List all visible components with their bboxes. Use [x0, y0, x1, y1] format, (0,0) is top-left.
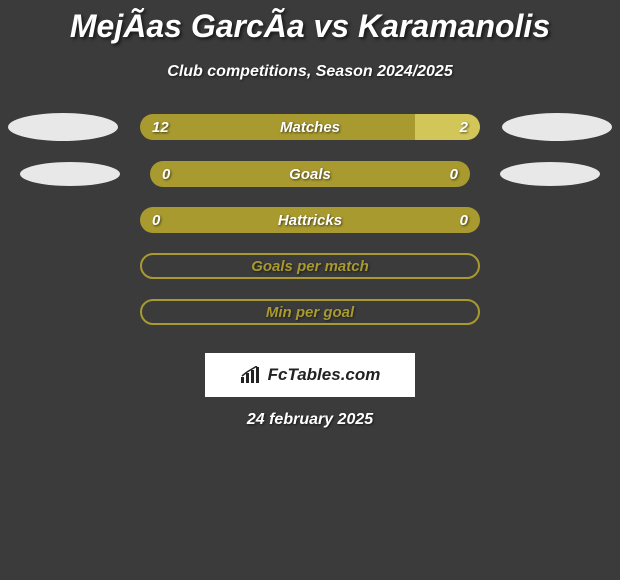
stat-label: Goals [150, 166, 470, 183]
player-left-ellipse [20, 162, 120, 186]
stat-label: Matches [140, 119, 480, 136]
stat-value-right: 2 [460, 119, 468, 136]
logo: FcTables.com [240, 365, 381, 385]
stat-label: Min per goal [266, 304, 354, 321]
stat-row-matches: 12 Matches 2 [0, 113, 620, 141]
bar-chart-icon [240, 366, 262, 384]
stat-label: Goals per match [251, 258, 369, 275]
stat-row-gpm: Goals per match [0, 253, 620, 279]
stat-bars: 12 Matches 2 0 Goals 0 0 Hattricks 0 [0, 113, 620, 345]
logo-box: FcTables.com [205, 353, 415, 397]
stat-label: Hattricks [140, 212, 480, 229]
stat-bar: 0 Hattricks 0 [140, 207, 480, 233]
stat-row-goals: 0 Goals 0 [0, 161, 620, 187]
stat-row-hattricks: 0 Hattricks 0 [0, 207, 620, 233]
stat-value-right: 0 [460, 212, 468, 229]
stat-bar-outline: Min per goal [140, 299, 480, 325]
logo-text: FcTables.com [268, 365, 381, 385]
subtitle: Club competitions, Season 2024/2025 [0, 63, 620, 81]
player-left-ellipse [8, 113, 118, 141]
stat-bar-outline: Goals per match [140, 253, 480, 279]
stat-value-right: 0 [450, 166, 458, 183]
date-text: 24 february 2025 [0, 411, 620, 429]
stat-bar: 12 Matches 2 [140, 114, 480, 140]
stat-bar: 0 Goals 0 [150, 161, 470, 187]
page-title: MejÃ­as GarcÃ­a vs Karamanolis [0, 8, 620, 45]
stat-row-mpg: Min per goal [0, 299, 620, 325]
player-right-ellipse [502, 113, 612, 141]
comparison-infographic: MejÃ­as GarcÃ­a vs Karamanolis Club comp… [0, 0, 620, 429]
player-right-ellipse [500, 162, 600, 186]
